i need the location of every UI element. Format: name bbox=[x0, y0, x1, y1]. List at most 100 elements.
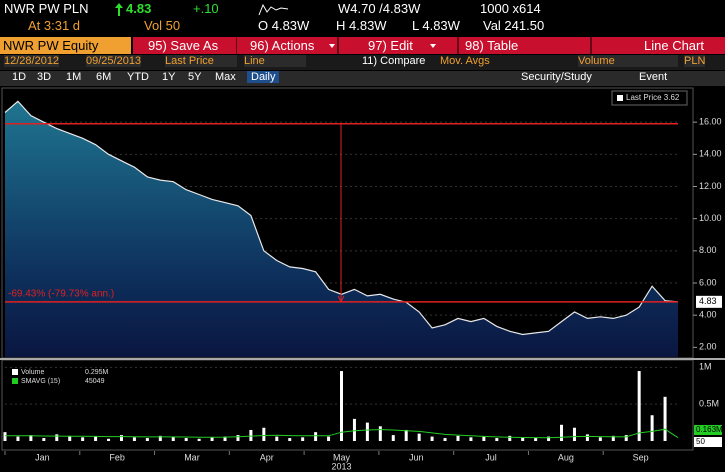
study[interactable]: Security/Study bbox=[521, 71, 592, 83]
menu-item[interactable]: 95) Save As bbox=[148, 38, 219, 53]
year-label: 2013 bbox=[331, 461, 351, 471]
volume-bar bbox=[430, 436, 434, 441]
lower-chart[interactable]: Volume bbox=[578, 55, 678, 67]
y-tick-label: 4.00 bbox=[699, 310, 717, 320]
volume-bar bbox=[637, 371, 641, 441]
last-price: 4.83 bbox=[126, 1, 152, 16]
volume-bar bbox=[456, 435, 460, 441]
field[interactable]: Last Price bbox=[165, 55, 237, 67]
frequency[interactable]: Daily bbox=[247, 71, 280, 83]
high: H 4.83W bbox=[336, 18, 387, 33]
legend-value: 45049 bbox=[85, 378, 105, 385]
volume-bar bbox=[508, 435, 512, 441]
last-price-box bbox=[696, 295, 722, 308]
volume-bar bbox=[107, 438, 111, 441]
legend-text: Last Price 3.62 bbox=[626, 93, 680, 102]
volume-bar bbox=[55, 434, 59, 441]
volume-bar bbox=[29, 435, 33, 441]
currency[interactable]: PLN bbox=[684, 55, 706, 67]
period-button[interactable]: 6M bbox=[96, 71, 112, 83]
event[interactable]: Event bbox=[639, 71, 668, 83]
volume-bar bbox=[81, 437, 85, 441]
y-tick-label: 0.5M bbox=[699, 399, 719, 409]
volume-bar bbox=[365, 422, 369, 441]
x-tick-label: Jul bbox=[485, 452, 497, 462]
x-tick-label: Jun bbox=[409, 452, 424, 462]
legend-value: 0.295M bbox=[85, 369, 109, 376]
smavg-line bbox=[4, 428, 679, 439]
volume-bar bbox=[275, 436, 279, 441]
style[interactable]: Line bbox=[244, 55, 306, 67]
volume-bar bbox=[132, 437, 136, 441]
legend-swatch bbox=[617, 95, 623, 101]
volume-bar bbox=[262, 427, 266, 441]
volume-bar bbox=[197, 438, 201, 441]
volume-bar bbox=[68, 435, 72, 441]
volume-bar bbox=[547, 436, 551, 441]
volume-bar bbox=[469, 437, 473, 441]
legend-box bbox=[611, 90, 688, 106]
mov-avgs[interactable]: Mov. Avgs bbox=[440, 55, 490, 67]
volume-bar bbox=[352, 418, 356, 441]
volume-bar bbox=[598, 437, 602, 441]
volume-bar bbox=[560, 424, 564, 441]
end-date[interactable]: 09/25/2013 bbox=[86, 55, 142, 67]
menu-decor bbox=[236, 37, 592, 54]
volume-bar bbox=[42, 438, 46, 441]
period-button[interactable]: 1Y bbox=[162, 71, 176, 83]
volume-bar bbox=[327, 436, 331, 441]
volume-bar bbox=[119, 435, 123, 441]
low: L 4.83W bbox=[412, 18, 460, 33]
volume-bar bbox=[184, 438, 188, 441]
compare[interactable]: 11) Compare bbox=[362, 55, 426, 67]
trend-arrowhead bbox=[337, 295, 345, 303]
period-button[interactable]: 3D bbox=[37, 71, 52, 83]
volume-bar bbox=[210, 437, 214, 441]
x-tick-label: Sep bbox=[633, 452, 649, 462]
menu-item[interactable]: 97) Edit bbox=[368, 38, 413, 53]
volume-bar bbox=[482, 436, 486, 441]
volume-bar bbox=[417, 433, 421, 441]
legend-name: SMAVG (15) bbox=[21, 378, 60, 385]
volume-bar bbox=[340, 371, 343, 441]
volume: Vol 50 bbox=[144, 18, 181, 33]
period-button[interactable]: 1D bbox=[12, 71, 27, 83]
net-change: +.10 bbox=[193, 1, 219, 16]
menu-item[interactable]: 96) Actions bbox=[250, 38, 315, 53]
x-tick-label: Mar bbox=[184, 452, 200, 462]
security-box[interactable]: NWR PW Equity bbox=[0, 37, 131, 54]
period-button[interactable]: Max bbox=[215, 71, 236, 83]
volume-bar bbox=[94, 436, 98, 441]
volume-bar bbox=[521, 437, 525, 441]
view-type: Line Chart bbox=[644, 38, 704, 53]
volume-bar bbox=[572, 427, 576, 441]
volume-bar bbox=[3, 432, 7, 441]
period-button[interactable]: 1M bbox=[66, 71, 82, 83]
period-button[interactable]: YTD bbox=[127, 71, 149, 83]
size: 1000 x614 bbox=[480, 1, 541, 16]
volume-bar bbox=[391, 435, 395, 441]
x-tick-label: Apr bbox=[260, 452, 274, 462]
periods-bar bbox=[0, 71, 725, 86]
right-label-box bbox=[694, 437, 722, 447]
right-label-box bbox=[694, 425, 722, 435]
start-date[interactable]: 12/28/2012 bbox=[4, 55, 60, 67]
ticker: NWR PW PLN bbox=[4, 1, 89, 16]
volume-bar bbox=[236, 435, 240, 441]
volume-bar bbox=[16, 436, 20, 441]
right-label: 50 bbox=[696, 437, 705, 446]
y-tick-label: 12.00 bbox=[699, 181, 722, 191]
bid-ask: W4.70 /4.83W bbox=[338, 1, 421, 16]
period-button[interactable]: 5Y bbox=[188, 71, 202, 83]
security: NWR PW Equity bbox=[3, 38, 99, 53]
menu-item[interactable]: 98) Table bbox=[465, 38, 519, 53]
volume-bar bbox=[585, 434, 589, 441]
x-tick-label: Feb bbox=[109, 452, 125, 462]
legend-swatch bbox=[12, 378, 18, 384]
y-tick-label: 6.00 bbox=[699, 277, 717, 287]
volume-bar bbox=[443, 438, 447, 441]
volume-bar bbox=[301, 437, 305, 441]
legend-swatch bbox=[12, 369, 18, 375]
volume-bar bbox=[404, 429, 408, 441]
